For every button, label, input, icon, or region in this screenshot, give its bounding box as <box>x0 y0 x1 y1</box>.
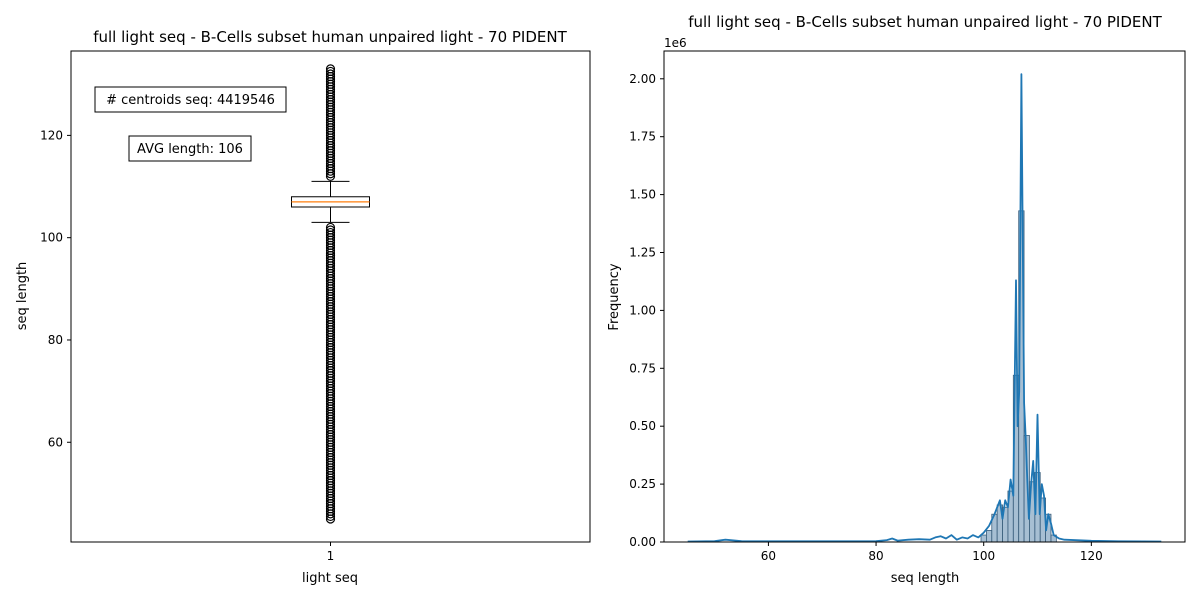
boxplot-box-group <box>291 180 370 223</box>
histogram-y-tick-label: 1.50 <box>629 188 656 202</box>
annotation-centroids: # centroids seq: 4419546 <box>94 86 287 113</box>
boxplot-outlier-point <box>325 66 336 77</box>
boxplot-x-label: light seq <box>302 571 358 586</box>
boxplot-outlier-point <box>325 69 336 79</box>
histogram-y-tick-label: 1.25 <box>629 245 656 259</box>
boxplot-y-tick-label: 120 <box>40 128 63 142</box>
boxplot-outliers <box>325 64 336 524</box>
boxplot-x-tick-label: 1 <box>327 549 335 563</box>
boxplot-outlier-point <box>325 222 336 233</box>
boxplot-x-ticks: 1 <box>327 542 335 563</box>
histogram-y-tick-label: 0.25 <box>629 477 656 491</box>
histogram-bar <box>985 530 993 543</box>
boxplot-outlier-point <box>325 225 336 235</box>
histogram-x-tick-label: 80 <box>868 549 883 563</box>
histogram-kde-line <box>687 73 1162 543</box>
histogram-x-tick-label: 60 <box>761 549 776 563</box>
histogram-y-tick-label: 0.50 <box>629 419 656 433</box>
histogram-title: full light seq - B-Cells subset human un… <box>688 13 1162 31</box>
histogram-y-tick-label: 0.00 <box>629 535 656 549</box>
annotation-avg-length: AVG length: 106 <box>128 135 252 162</box>
boxplot-outlier-point <box>325 64 336 74</box>
boxplot-plot-frame <box>70 50 591 543</box>
boxplot-outlier-point <box>325 227 336 238</box>
histogram-y-scale-label: 1e6 <box>664 36 687 50</box>
histogram-y-tick-label: 2.00 <box>629 72 656 86</box>
annotation-centroids-box <box>94 86 287 113</box>
histogram-bar <box>980 534 987 543</box>
histogram-x-tick-label: 120 <box>1080 549 1103 563</box>
boxplot-y-label: seq length <box>15 262 30 331</box>
boxplot-y-tick-label: 60 <box>48 435 63 449</box>
boxplot-y-ticks: 60 80 100 120 <box>40 128 71 449</box>
histogram-y-ticks: 0.00 0.25 0.50 0.75 1.00 1.25 1.50 1.75 2.00 <box>629 72 664 549</box>
annotation-avg-length-box <box>128 135 252 162</box>
histogram-x-tick-label: 100 <box>972 549 995 563</box>
histogram-y-tick-label: 0.75 <box>629 361 656 375</box>
histogram-panel: full light seq - B-Cells subset human un… <box>607 13 1186 586</box>
boxplot-title: full light seq - B-Cells subset human un… <box>93 28 567 46</box>
histogram-plot-frame <box>663 50 1186 543</box>
boxplot-y-tick-label: 100 <box>40 231 63 245</box>
histogram-y-tick-label: 1.00 <box>629 303 656 317</box>
boxplot-panel: full light seq - B-Cells subset human un… <box>15 28 591 586</box>
boxplot-y-tick-label: 80 <box>48 333 63 347</box>
histogram-x-ticks: 60 80 100 120 <box>761 542 1103 563</box>
histogram-y-tick-label: 1.75 <box>629 130 656 144</box>
histogram-y-label: Frequency <box>607 263 622 330</box>
histogram-x-label: seq length <box>891 571 960 586</box>
annotation-avg-length-text: AVG length: 106 <box>137 142 243 157</box>
annotation-centroids-text: # centroids seq: 4419546 <box>106 93 275 108</box>
